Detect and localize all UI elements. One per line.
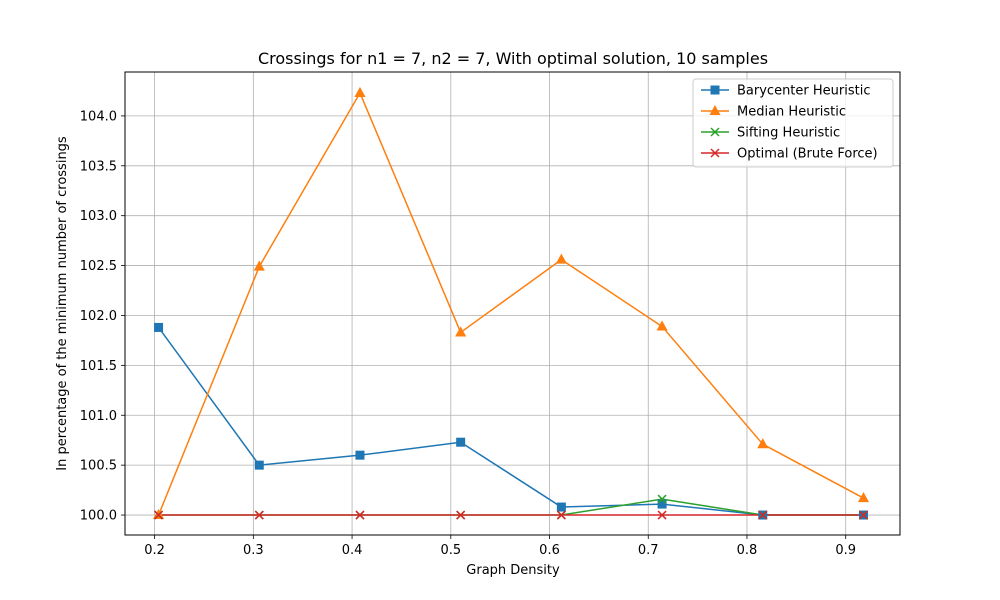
y-tick-label: 101.0 (80, 409, 117, 424)
plot-area-frame (124, 71, 901, 536)
data-point-series-4 (758, 510, 768, 520)
x-tick-label: 0.3 (243, 543, 264, 558)
legend-marker (710, 85, 720, 95)
x-axis-label: Graph Density (466, 563, 560, 578)
series-line-1 (157, 327, 864, 516)
legend-marker (710, 148, 720, 158)
data-point-series-2 (555, 253, 567, 264)
y-tick-label: 103.5 (80, 159, 117, 174)
data-point-series-4 (858, 510, 869, 520)
data-point-series-1 (254, 460, 264, 470)
data-point-series-4 (355, 510, 365, 520)
series-lines (157, 92, 864, 516)
legend-label: Sifting Heuristic (737, 126, 840, 141)
data-point-series-4 (657, 510, 667, 520)
legend-label: Median Heuristic (737, 105, 846, 120)
x-tick-label: 0.9 (835, 543, 856, 558)
data-point-series-2 (354, 86, 366, 97)
data-point-series-2 (656, 320, 668, 331)
y-tick-label: 103.0 (80, 209, 117, 224)
series-markers (153, 86, 870, 520)
x-tick-label: 0.2 (144, 543, 165, 558)
legend-label: Optimal (Brute Force) (737, 147, 878, 162)
data-point-series-1 (154, 322, 164, 332)
x-tick-label: 0.7 (638, 543, 659, 558)
y-axis-label: In percentage of the minimum number of c… (55, 136, 70, 471)
legend-box (692, 78, 894, 168)
legend-marker (710, 127, 720, 137)
y-tick-label: 102.0 (80, 309, 117, 324)
x-tick-label: 0.5 (440, 543, 461, 558)
chart-title: Crossings for n1 = 7, n2 = 7, With optim… (258, 49, 768, 68)
series-line-2 (157, 92, 864, 516)
x-axis: 0.2 0.3 0.4 0.5 0.6 0.7 0.8 0.9 (144, 535, 856, 558)
x-tick-label: 0.8 (737, 543, 758, 558)
y-tick-label: 102.5 (80, 259, 117, 274)
y-tick-label: 100.0 (80, 509, 117, 524)
data-point-series-2 (857, 492, 870, 503)
y-axis: 100.0 100.5 101.0 101.5 102.0 102.5 103.0 103.5… (80, 109, 125, 524)
legend-marker (709, 104, 721, 115)
legend: Barycenter Heuristic Median Heuristic Sift… (692, 78, 894, 168)
data-point-series-2 (253, 260, 265, 271)
x-tick-label: 0.4 (342, 543, 363, 558)
x-tick-label: 0.6 (539, 543, 560, 558)
data-point-series-4 (154, 510, 164, 520)
y-tick-label: 104.0 (80, 109, 117, 124)
data-point-series-4 (254, 510, 264, 520)
data-point-series-1 (556, 502, 566, 512)
data-point-series-4 (456, 510, 466, 520)
data-point-series-1 (456, 437, 466, 447)
data-point-series-2 (455, 326, 467, 337)
data-point-series-4 (556, 510, 566, 520)
legend-label: Barycenter Heuristic (737, 84, 870, 99)
y-tick-label: 101.5 (80, 359, 117, 374)
y-tick-label: 100.5 (80, 459, 117, 474)
data-point-series-1 (355, 450, 365, 460)
data-point-series-3 (657, 494, 667, 504)
data-point-series-2 (757, 438, 769, 449)
